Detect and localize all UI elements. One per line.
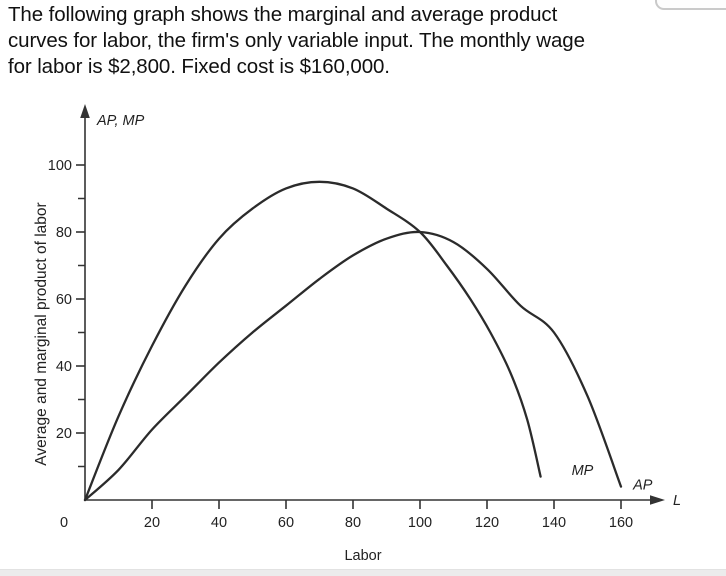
x-tick-label: 80 bbox=[345, 515, 361, 531]
partial-top-right-button[interactable] bbox=[655, 0, 726, 10]
y-tick-label: 100 bbox=[48, 158, 72, 174]
problem-statement-line-3: for labor is $2,800. Fixed cost is $160,… bbox=[8, 55, 390, 79]
ap-curve bbox=[83, 230, 623, 502]
x-tick-label: 160 bbox=[609, 515, 633, 531]
x-tick-label: 20 bbox=[144, 515, 160, 531]
y-axis-title: Average and marginal product of labor bbox=[33, 202, 50, 465]
y-axis-arrow-icon bbox=[80, 104, 90, 118]
problem-statement-line-1: The following graph shows the marginal a… bbox=[8, 3, 558, 26]
problem-statement: The following graph shows the marginal a… bbox=[8, 2, 718, 81]
y-tick-label: 60 bbox=[56, 292, 72, 308]
y-axis-arrow-label: AP, MP bbox=[96, 113, 145, 129]
y-tick-label: 40 bbox=[56, 359, 72, 375]
y-tick-label: 20 bbox=[56, 426, 72, 442]
bottom-edge-strip bbox=[0, 569, 726, 576]
x-tick-label: 140 bbox=[542, 515, 566, 531]
y-tick-label: 80 bbox=[56, 225, 72, 241]
problem-statement-line-2: curves for labor, the firm's only variab… bbox=[8, 29, 585, 53]
x-tick-label: 100 bbox=[408, 515, 432, 531]
x-axis-arrow-label: L bbox=[673, 493, 681, 509]
mp-curve bbox=[83, 180, 542, 502]
x-tick-label: 40 bbox=[211, 515, 227, 531]
x-axis-arrow-icon bbox=[650, 495, 665, 505]
mp-curve-label: MP bbox=[572, 463, 594, 479]
chart-dynamic-layer: 20 40 60 80 100 120 140 160 20 40 60 80 100 MP AP bbox=[48, 158, 653, 531]
x-axis-title: Labor bbox=[344, 548, 381, 564]
origin-label: 0 bbox=[60, 515, 68, 531]
ap-curve-label: AP bbox=[632, 477, 653, 493]
x-tick-label: 60 bbox=[278, 515, 294, 531]
x-tick-label: 120 bbox=[475, 515, 499, 531]
